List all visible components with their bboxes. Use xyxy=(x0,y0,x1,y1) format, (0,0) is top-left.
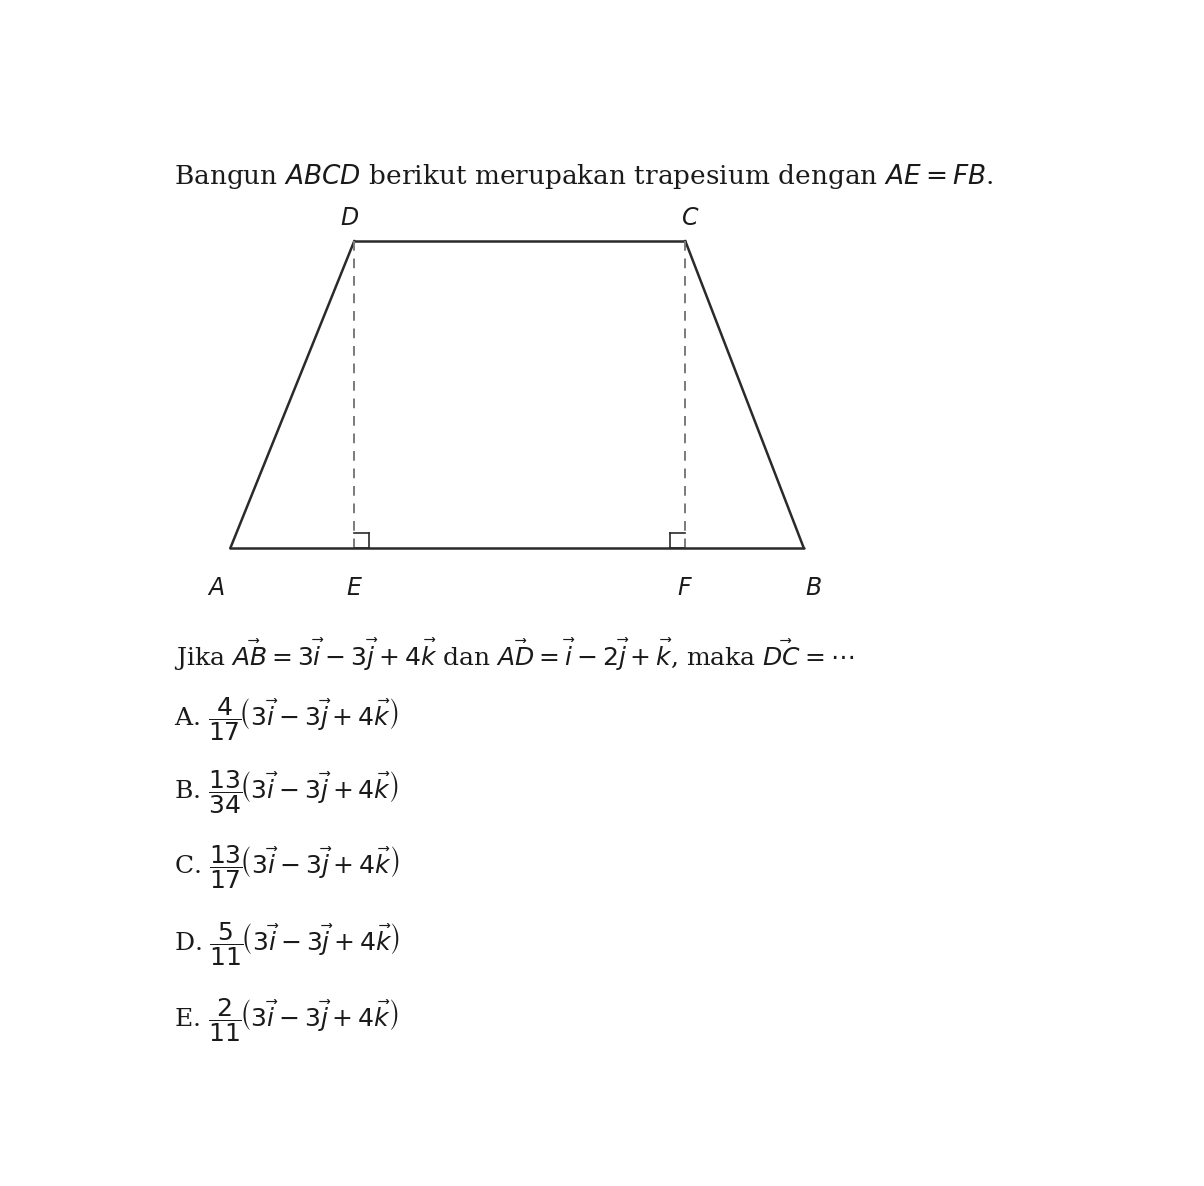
Text: C. $\dfrac{13}{17}\!\left(3\vec{i} - 3\vec{j} + 4\vec{k}\right)$: C. $\dfrac{13}{17}\!\left(3\vec{i} - 3\v… xyxy=(173,843,400,891)
Text: $\mathit{C}$: $\mathit{C}$ xyxy=(680,206,700,230)
Text: E. $\dfrac{2}{11}\!\left(3\vec{i} - 3\vec{j} + 4\vec{k}\right)$: E. $\dfrac{2}{11}\!\left(3\vec{i} - 3\ve… xyxy=(173,996,399,1044)
Text: Bangun $\mathit{ABCD}$ berikut merupakan trapesium dengan $\mathit{AE} = \mathit: Bangun $\mathit{ABCD}$ berikut merupakan… xyxy=(173,162,993,191)
Text: Jika $\vec{AB} = 3\vec{i} - 3\vec{j} + 4\vec{k}$ dan $\vec{AD} = \vec{i} - 2\vec: Jika $\vec{AB} = 3\vec{i} - 3\vec{j} + 4… xyxy=(173,637,854,674)
Text: B. $\dfrac{13}{34}\!\left(3\vec{i} - 3\vec{j} + 4\vec{k}\right)$: B. $\dfrac{13}{34}\!\left(3\vec{i} - 3\v… xyxy=(173,767,399,816)
Text: $\mathit{A}$: $\mathit{A}$ xyxy=(207,578,225,600)
Text: A. $\dfrac{4}{17}\!\left(3\vec{i} - 3\vec{j} + 4\vec{k}\right)$: A. $\dfrac{4}{17}\!\left(3\vec{i} - 3\ve… xyxy=(173,695,399,742)
Text: $\mathit{D}$: $\mathit{D}$ xyxy=(340,206,359,230)
Text: $\mathit{B}$: $\mathit{B}$ xyxy=(804,578,821,600)
Text: $\mathit{F}$: $\mathit{F}$ xyxy=(678,578,694,600)
Text: D. $\dfrac{5}{11}\!\left(3\vec{i} - 3\vec{j} + 4\vec{k}\right)$: D. $\dfrac{5}{11}\!\left(3\vec{i} - 3\ve… xyxy=(173,920,400,968)
Text: $\mathit{E}$: $\mathit{E}$ xyxy=(346,578,362,600)
